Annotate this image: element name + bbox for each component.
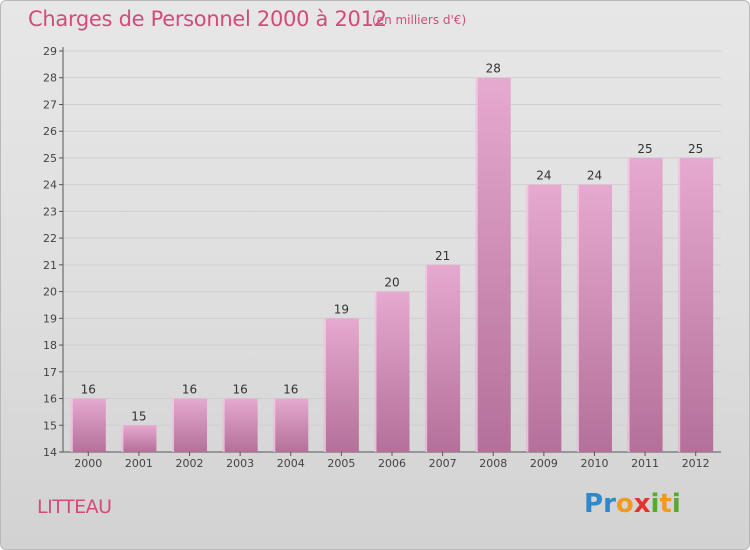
proxiti-logo: Proxiti (584, 489, 681, 519)
x-tick-label: 2003 (226, 457, 254, 470)
bar (121, 425, 157, 452)
y-tick-label: 15 (43, 419, 57, 432)
data-label: 25 (637, 142, 652, 156)
y-tick-label: 17 (43, 366, 57, 379)
y-tick-label: 27 (43, 98, 57, 111)
logo-letter: P (584, 489, 604, 519)
y-tick-label: 26 (43, 125, 57, 138)
x-tick-label: 2008 (479, 457, 507, 470)
y-tick-label: 25 (43, 152, 57, 165)
x-tick-label: 2009 (530, 457, 558, 470)
data-label: 21 (435, 249, 450, 263)
data-label: 16 (233, 383, 248, 397)
x-tick-label: 2001 (125, 457, 153, 470)
bar-highlight (70, 398, 73, 452)
bar (222, 398, 258, 452)
bar (526, 184, 562, 452)
data-label: 19 (334, 302, 349, 316)
bar (576, 184, 612, 452)
y-tick-label: 28 (43, 72, 57, 85)
bar (273, 398, 309, 452)
x-tick-label: 2012 (682, 457, 710, 470)
x-tick-label: 2005 (327, 457, 355, 470)
logo-letter: t (659, 489, 672, 519)
data-label: 28 (486, 62, 501, 76)
data-label: 25 (688, 142, 703, 156)
bar-highlight (425, 264, 428, 452)
bar (678, 157, 714, 452)
logo-letter: x (633, 489, 651, 519)
bar (323, 318, 359, 452)
y-tick-label: 14 (43, 446, 57, 459)
x-tick-label: 2002 (176, 457, 204, 470)
commune-name: LITTEAU (37, 496, 112, 518)
bar (475, 77, 511, 452)
bar-highlight (222, 398, 225, 452)
logo-letter: r (603, 489, 616, 519)
y-tick-label: 22 (43, 232, 57, 245)
x-tick-label: 2006 (378, 457, 406, 470)
y-tick-label: 18 (43, 339, 57, 352)
bar-highlight (526, 184, 529, 452)
bar-highlight (121, 425, 124, 452)
logo-letter: i (671, 489, 681, 519)
bar-highlight (475, 77, 478, 452)
data-label: 16 (283, 383, 298, 397)
bar-highlight (172, 398, 175, 452)
bar-highlight (678, 157, 681, 452)
x-tick-label: 2007 (429, 457, 457, 470)
chart-title: Charges de Personnel 2000 à 2012 (28, 7, 387, 31)
bar (172, 398, 208, 452)
y-tick-label: 24 (43, 179, 57, 192)
y-tick-label: 20 (43, 286, 57, 299)
x-tick-label: 2004 (277, 457, 305, 470)
data-label: 20 (384, 276, 399, 290)
bar-highlight (576, 184, 579, 452)
y-tick-label: 19 (43, 312, 57, 325)
bar-highlight (374, 291, 377, 452)
x-tick-label: 2000 (74, 457, 102, 470)
bar-highlight (323, 318, 326, 452)
data-label: 16 (81, 383, 96, 397)
data-label: 15 (131, 409, 146, 423)
x-tick-label: 2010 (580, 457, 608, 470)
y-tick-label: 29 (43, 45, 57, 58)
y-tick-label: 21 (43, 259, 57, 272)
data-label: 24 (536, 169, 551, 183)
bar (627, 157, 663, 452)
chart-subtitle: (en milliers d'€) (372, 13, 467, 27)
bar-highlight (273, 398, 276, 452)
bar (70, 398, 106, 452)
bar (374, 291, 410, 452)
data-label: 16 (182, 383, 197, 397)
y-tick-label: 16 (43, 393, 57, 406)
x-tick-label: 2011 (631, 457, 659, 470)
logo-letter: o (615, 489, 634, 519)
logo-letter: i (650, 489, 660, 519)
bar-highlight (627, 157, 630, 452)
y-tick-label: 23 (43, 205, 57, 218)
data-label: 24 (587, 169, 602, 183)
bar (425, 264, 461, 452)
